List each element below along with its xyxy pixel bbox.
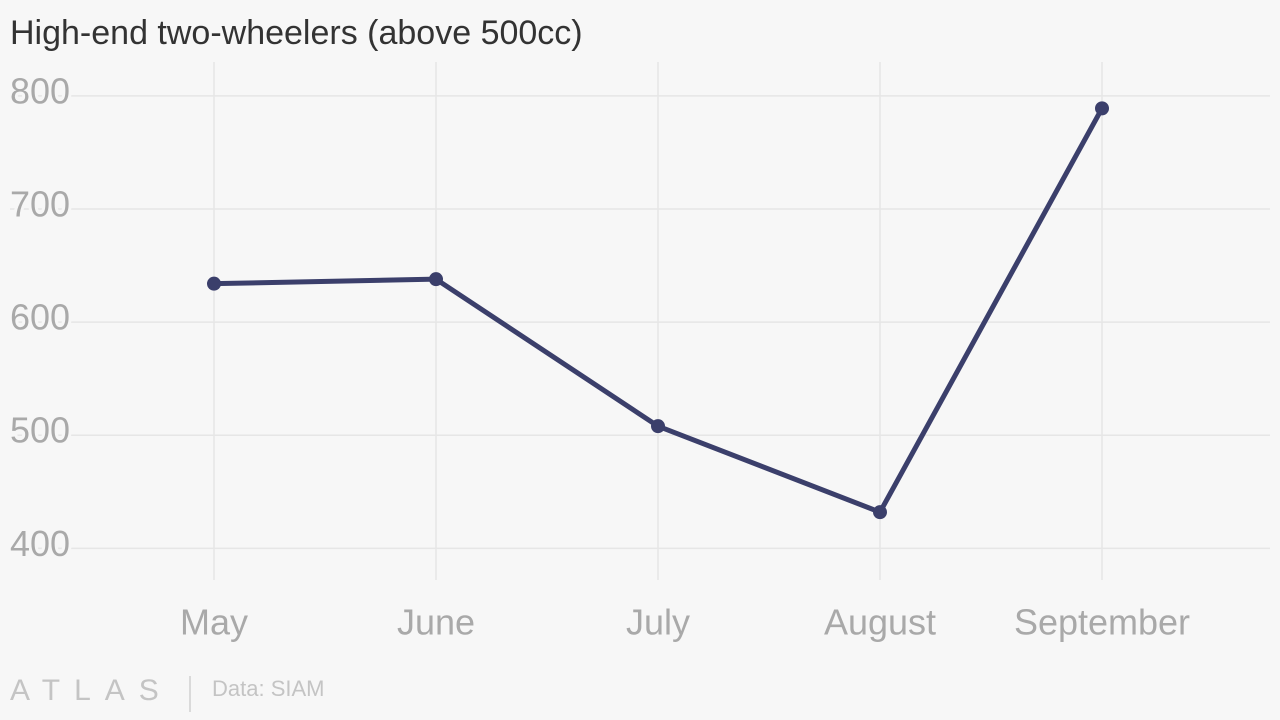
point — [207, 276, 221, 291]
y-tick-label: 800 — [10, 70, 70, 111]
x-tick-label: September — [1014, 602, 1190, 643]
chart-title: High-end two-wheelers (above 500cc) — [10, 14, 583, 52]
point — [651, 419, 665, 434]
source: Data: SIAM — [212, 676, 324, 701]
y-tick-label: 600 — [10, 297, 70, 338]
x-tick-label: May — [180, 602, 248, 643]
y-tick-label: 500 — [10, 410, 70, 451]
y-tick-label: 400 — [10, 523, 70, 564]
point — [429, 272, 443, 287]
point — [1095, 101, 1109, 116]
point — [873, 505, 887, 520]
x-tick-label: June — [397, 602, 475, 643]
y-tick-label: 700 — [10, 184, 70, 225]
x-tick-label: July — [626, 602, 690, 643]
x-tick-label: August — [824, 602, 936, 643]
logo: ATLAS — [10, 674, 173, 707]
